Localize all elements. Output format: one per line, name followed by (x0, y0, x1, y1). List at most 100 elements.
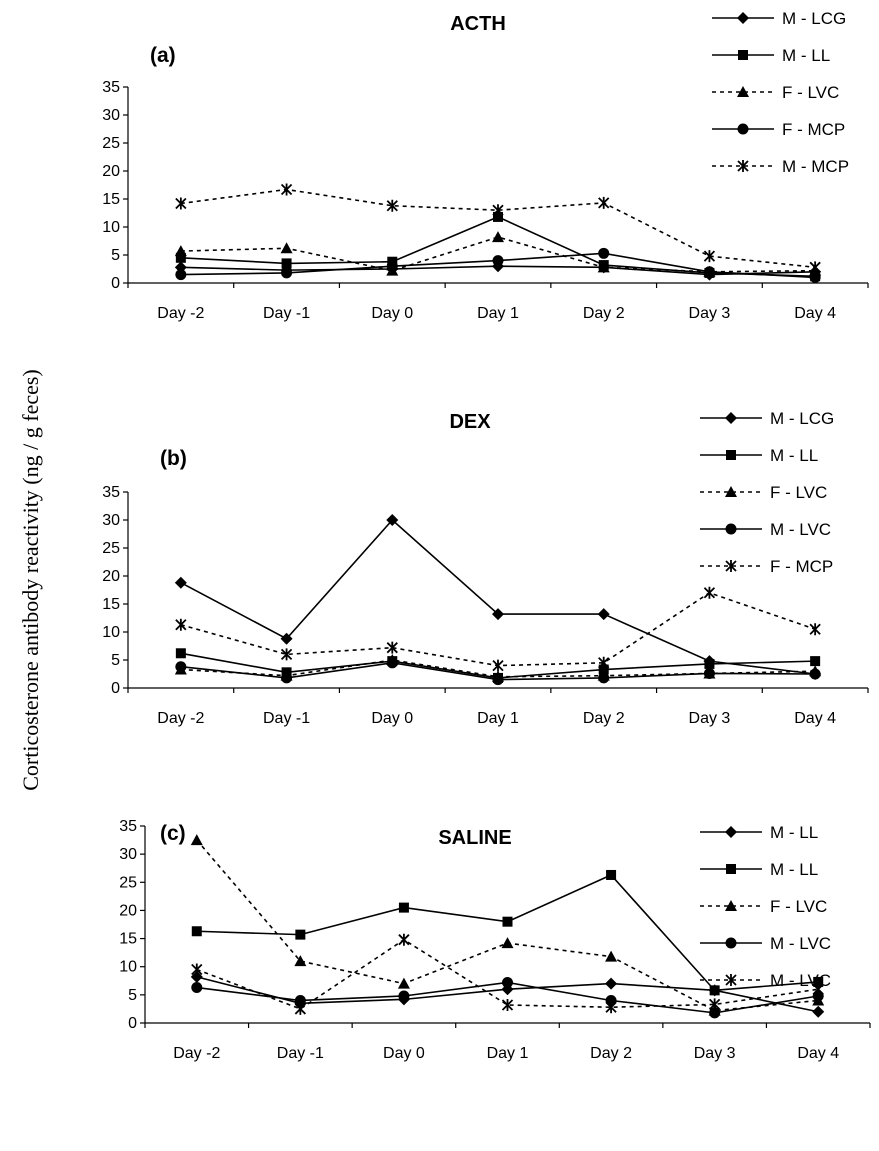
x-tick-label: Day 0 (371, 305, 413, 322)
data-point-star (280, 183, 293, 196)
legend-label: F - MCP (770, 557, 833, 576)
y-tick-label: 35 (102, 484, 120, 501)
panel-label: (c) (160, 822, 186, 845)
legend-label: M - LVC (770, 971, 831, 990)
data-point-diamond (605, 977, 618, 990)
data-point-triangle (174, 245, 187, 257)
legend-item: F - LVC (700, 897, 827, 916)
data-point-star (294, 1002, 306, 1015)
data-point-circle (281, 267, 293, 279)
data-point-star (386, 641, 398, 654)
data-point-circle (703, 266, 715, 278)
x-tick-label: Day 0 (383, 1045, 425, 1062)
data-point-circle (281, 672, 293, 684)
data-point-star (709, 998, 721, 1011)
data-point-triangle (397, 977, 410, 989)
y-tick-label: 0 (111, 680, 120, 697)
legend-label: M - LCG (770, 409, 834, 428)
legend-label: M - LCG (782, 9, 846, 28)
data-point-star (492, 659, 504, 672)
chart-title: ACTH (450, 13, 506, 35)
legend-label: M - LL (770, 860, 818, 879)
chart-title: SALINE (438, 827, 511, 849)
y-tick-label: 15 (119, 931, 137, 948)
y-tick-label: 35 (102, 79, 120, 96)
legend-label: M - LVC (770, 520, 831, 539)
panel-label: (b) (160, 447, 187, 470)
data-point-star (175, 618, 187, 631)
y-tick-label: 35 (119, 818, 137, 835)
panel-saline: (c) SALINE 0 5 10 15 20 25 30 35 Day -2 Day -1 Day… (119, 818, 871, 1062)
data-point-circle (386, 260, 398, 272)
legend-label: F - LVC (770, 897, 827, 916)
x-tick-label: Day 3 (689, 710, 731, 727)
legend-marker-diamond (725, 826, 737, 838)
data-point-circle (386, 657, 398, 669)
legend-marker-diamond (725, 412, 737, 424)
legend-item: M - LL (712, 46, 830, 65)
data-point-triangle (190, 834, 203, 846)
x-tick-label: Day 3 (689, 305, 731, 322)
x-tick-label: Day -1 (263, 710, 310, 727)
y-tick-label: 30 (119, 846, 137, 863)
legend-label: M - LVC (770, 934, 831, 953)
series-group (175, 586, 821, 672)
legend-marker-square (738, 50, 748, 60)
legend-label: M - LL (770, 823, 818, 842)
x-tick-label: Day -2 (157, 710, 204, 727)
legend-item: M - LCG (712, 9, 846, 28)
data-point-square (709, 985, 720, 996)
data-point-triangle (280, 242, 293, 254)
legend-marker-circle (725, 523, 737, 535)
data-point-star (501, 998, 514, 1011)
data-point-circle (598, 247, 610, 259)
legend-label: M - LL (782, 46, 830, 65)
data-point-circle (492, 674, 504, 686)
data-point-star (703, 586, 716, 599)
x-tick-label: Day -2 (173, 1045, 220, 1062)
data-point-square (281, 258, 292, 269)
legend-label: F - MCP (782, 120, 845, 139)
data-point-triangle (294, 955, 307, 967)
data-point-circle (809, 668, 821, 680)
data-point-star (598, 656, 610, 669)
data-point-circle (809, 271, 821, 283)
data-point-circle (492, 255, 504, 267)
x-tick-label: Day 1 (477, 305, 519, 322)
legend-label: M - MCP (782, 157, 849, 176)
y-tick-label: 25 (102, 540, 120, 557)
legend-item: M - LCG (700, 409, 834, 428)
legend-marker-square (726, 864, 736, 874)
x-tick-label: Day 4 (794, 710, 836, 727)
data-point-star (175, 197, 187, 210)
data-point-diamond (492, 608, 504, 621)
y-tick-label: 10 (119, 959, 137, 976)
data-point-star (605, 1001, 617, 1014)
data-point-square (175, 648, 186, 659)
y-tick-label: 25 (119, 874, 137, 891)
data-point-diamond (812, 1005, 825, 1018)
data-point-diamond (190, 970, 203, 983)
data-point-triangle (492, 231, 504, 243)
x-tick-label: Day -1 (277, 1045, 324, 1062)
data-point-square (606, 869, 617, 880)
x-tick-label: Day -1 (263, 305, 310, 322)
data-point-circle (703, 667, 715, 679)
legend-item: M - LL (700, 823, 818, 842)
legend-marker-triangle (737, 86, 749, 97)
y-tick-label: 30 (102, 512, 120, 529)
data-point-star (280, 648, 293, 661)
data-point-square (813, 976, 824, 987)
series-group (191, 869, 824, 996)
x-tick-label: Day 1 (487, 1045, 529, 1062)
data-point-square (810, 656, 821, 667)
x-tick-label: Day 4 (794, 305, 836, 322)
data-point-star (703, 250, 716, 263)
x-tick-label: Day 1 (477, 710, 519, 727)
x-tick-label: Day -2 (157, 305, 204, 322)
legend-item: F - MCP (700, 557, 833, 576)
y-tick-label: 30 (102, 107, 120, 124)
series-group (175, 247, 821, 283)
panel-dex: (b) DEX 0 5 10 15 20 25 30 35 Day -2 Day -1 Day 0 D… (102, 409, 869, 727)
legend-item: F - LVC (700, 483, 827, 502)
